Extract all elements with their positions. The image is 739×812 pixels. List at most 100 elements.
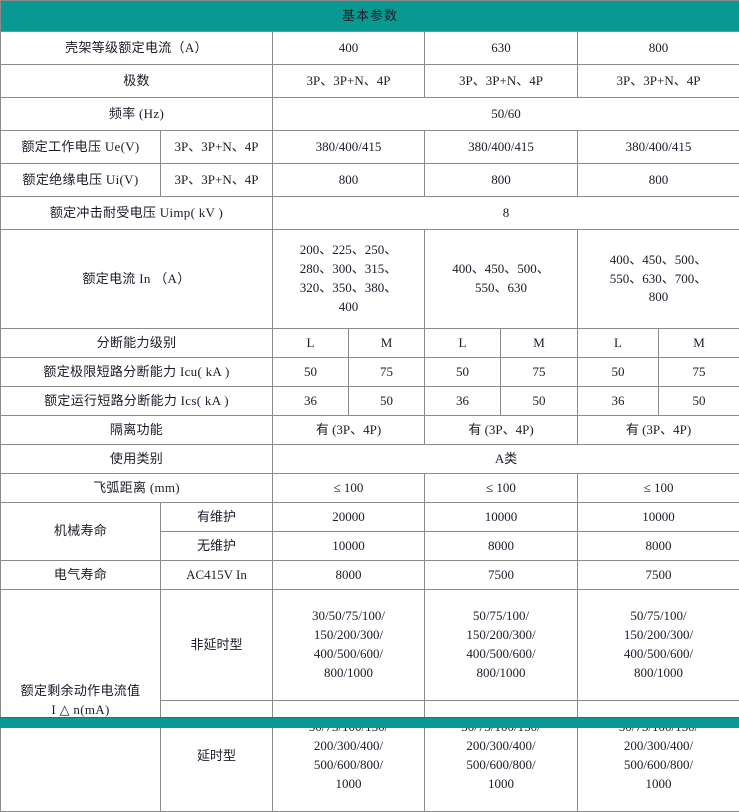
row-label-poles: 极数 xyxy=(1,65,273,98)
rated-current-400-line-2: 280、300、315、 xyxy=(275,260,422,279)
row-sublabel-mechanical-life-maintained: 有维护 xyxy=(161,503,273,532)
cell-breaking-class-800-m: M xyxy=(659,329,739,358)
residual-non-delay-630-line-3: 400/500/600/ xyxy=(427,645,575,664)
residual-non-delay-800-line-3: 400/500/600/ xyxy=(580,645,737,664)
table-row-icu: 额定极限短路分断能力 Icu( kA ) 50 75 50 75 50 75 xyxy=(1,358,739,387)
cell-mech-life-maintained-800: 10000 xyxy=(578,503,739,532)
cell-ics-800-l: 36 xyxy=(578,387,659,416)
cell-rated-current-400: 200、225、250、 280、300、315、 320、350、380、 4… xyxy=(273,230,425,329)
residual-non-delay-800-line-4: 800/1000 xyxy=(580,664,737,683)
cell-arcing-distance-800: ≤ 100 xyxy=(578,474,739,503)
banner-title: 基本参数 xyxy=(1,1,739,32)
residual-delay-630-line-3: 500/600/800/ xyxy=(427,756,575,775)
table-row-rated-current: 额定电流 In （A） 200、225、250、 280、300、315、 32… xyxy=(1,230,739,329)
row-label-rated-working-voltage: 额定工作电压 Ue(V) xyxy=(1,131,161,164)
table-row-isolation: 隔离功能 有 (3P、4P) 有 (3P、4P) 有 (3P、4P) xyxy=(1,416,739,445)
row-label-frame-rating: 壳架等级额定电流（A） xyxy=(1,32,273,65)
cell-icu-630-l: 50 xyxy=(425,358,501,387)
cell-mech-life-maintained-400: 20000 xyxy=(273,503,425,532)
row-label-breaking-class: 分断能力级别 xyxy=(1,329,273,358)
cell-ics-630-l: 36 xyxy=(425,387,501,416)
row-label-mechanical-life: 机械寿命 xyxy=(1,503,161,561)
cell-mech-life-unmaintained-400: 10000 xyxy=(273,532,425,561)
cell-ue-630: 380/400/415 xyxy=(425,131,578,164)
cell-poles-400: 3P、3P+N、4P xyxy=(273,65,425,98)
cell-mech-life-unmaintained-630: 8000 xyxy=(425,532,578,561)
residual-delay-630-line-2: 200/300/400/ xyxy=(427,737,575,756)
table-row-poles: 极数 3P、3P+N、4P 3P、3P+N、4P 3P、3P+N、4P xyxy=(1,65,739,98)
table-row-frequency: 频率 (Hz) 50/60 xyxy=(1,98,739,131)
rated-current-630-line-1: 400、450、500、 xyxy=(427,260,575,279)
row-label-rated-current: 额定电流 In （A） xyxy=(1,230,273,329)
cell-poles-800: 3P、3P+N、4P xyxy=(578,65,739,98)
cell-arcing-distance-630: ≤ 100 xyxy=(425,474,578,503)
table-row-utilization-category: 使用类别 A类 xyxy=(1,445,739,474)
rated-current-800-line-1: 400、450、500、 xyxy=(580,251,737,270)
residual-non-delay-400-line-4: 800/1000 xyxy=(275,664,422,683)
rated-current-400-line-4: 400 xyxy=(275,298,422,317)
cell-icu-400-m: 75 xyxy=(349,358,425,387)
cell-isolation-400: 有 (3P、4P) xyxy=(273,416,425,445)
cell-rated-current-630: 400、450、500、 550、630 xyxy=(425,230,578,329)
cell-residual-non-delay-400: 30/50/75/100/ 150/200/300/ 400/500/600/ … xyxy=(273,590,425,701)
cell-elec-life-800: 7500 xyxy=(578,561,739,590)
table-banner-row: 基本参数 xyxy=(1,1,739,32)
cell-isolation-630: 有 (3P、4P) xyxy=(425,416,578,445)
residual-non-delay-400-line-1: 30/50/75/100/ xyxy=(275,607,422,626)
cell-ui-400: 800 xyxy=(273,164,425,197)
cell-breaking-class-800-l: L xyxy=(578,329,659,358)
residual-non-delay-630-line-1: 50/75/100/ xyxy=(427,607,575,626)
rated-current-400-line-1: 200、225、250、 xyxy=(275,241,422,260)
residual-non-delay-400-line-2: 150/200/300/ xyxy=(275,626,422,645)
residual-delay-800-line-4: 1000 xyxy=(580,775,737,794)
table-row-frame-rating: 壳架等级额定电流（A） 400 630 800 xyxy=(1,32,739,65)
cell-breaking-class-400-m: M xyxy=(349,329,425,358)
next-section-banner-strip xyxy=(0,717,739,728)
cell-ics-800-m: 50 xyxy=(659,387,739,416)
cell-utilization-category-value: A类 xyxy=(273,445,739,474)
rated-current-630-line-2: 550、630 xyxy=(427,279,575,298)
cell-breaking-class-630-l: L xyxy=(425,329,501,358)
row-sublabel-rated-working-voltage: 3P、3P+N、4P xyxy=(161,131,273,164)
cell-ui-630: 800 xyxy=(425,164,578,197)
row-sublabel-electrical-life: AC415V In xyxy=(161,561,273,590)
cell-arcing-distance-400: ≤ 100 xyxy=(273,474,425,503)
cell-breaking-class-400-l: L xyxy=(273,329,349,358)
cell-poles-630: 3P、3P+N、4P xyxy=(425,65,578,98)
rated-current-400-line-3: 320、350、380、 xyxy=(275,279,422,298)
cell-mech-life-maintained-630: 10000 xyxy=(425,503,578,532)
residual-non-delay-800-line-2: 150/200/300/ xyxy=(580,626,737,645)
residual-non-delay-630-line-2: 150/200/300/ xyxy=(427,626,575,645)
cell-ics-400-m: 50 xyxy=(349,387,425,416)
row-label-electrical-life: 电气寿命 xyxy=(1,561,161,590)
cell-frame-rating-400: 400 xyxy=(273,32,425,65)
table-row-electrical-life: 电气寿命 AC415V In 8000 7500 7500 xyxy=(1,561,739,590)
row-label-impulse-withstand-voltage: 额定冲击耐受电压 Uimp( kV ) xyxy=(1,197,273,230)
residual-non-delay-630-line-4: 800/1000 xyxy=(427,664,575,683)
row-label-icu: 额定极限短路分断能力 Icu( kA ) xyxy=(1,358,273,387)
table-row-residual-current-non-delay: 额定剩余动作电流值 I △ n(mA) 非延时型 30/50/75/100/ 1… xyxy=(1,590,739,701)
cell-ue-800: 380/400/415 xyxy=(578,131,739,164)
cell-icu-800-m: 75 xyxy=(659,358,739,387)
table-row-impulse-withstand-voltage: 额定冲击耐受电压 Uimp( kV ) 8 xyxy=(1,197,739,230)
cell-ics-400-l: 36 xyxy=(273,387,349,416)
cell-icu-800-l: 50 xyxy=(578,358,659,387)
table-row-ics: 额定运行短路分断能力 Ics( kA ) 36 50 36 50 36 50 xyxy=(1,387,739,416)
cell-uimp-value: 8 xyxy=(273,197,739,230)
residual-non-delay-400-line-3: 400/500/600/ xyxy=(275,645,422,664)
row-label-arcing-distance: 飞弧距离 (mm) xyxy=(1,474,273,503)
cell-icu-630-m: 75 xyxy=(501,358,578,387)
cell-ics-630-m: 50 xyxy=(501,387,578,416)
table-row-arcing-distance: 飞弧距离 (mm) ≤ 100 ≤ 100 ≤ 100 xyxy=(1,474,739,503)
specification-sheet: 基本参数 壳架等级额定电流（A） 400 630 800 极数 3P、3P+N、… xyxy=(0,0,739,728)
cell-mech-life-unmaintained-800: 8000 xyxy=(578,532,739,561)
residual-delay-400-line-2: 200/300/400/ xyxy=(275,737,422,756)
table-row-rated-working-voltage: 额定工作电压 Ue(V) 3P、3P+N、4P 380/400/415 380/… xyxy=(1,131,739,164)
cell-breaking-class-630-m: M xyxy=(501,329,578,358)
residual-delay-630-line-4: 1000 xyxy=(427,775,575,794)
row-sublabel-residual-non-delay: 非延时型 xyxy=(161,590,273,701)
cell-ui-800: 800 xyxy=(578,164,739,197)
residual-delay-800-line-3: 500/600/800/ xyxy=(580,756,737,775)
table-row-breaking-class: 分断能力级别 L M L M L M xyxy=(1,329,739,358)
